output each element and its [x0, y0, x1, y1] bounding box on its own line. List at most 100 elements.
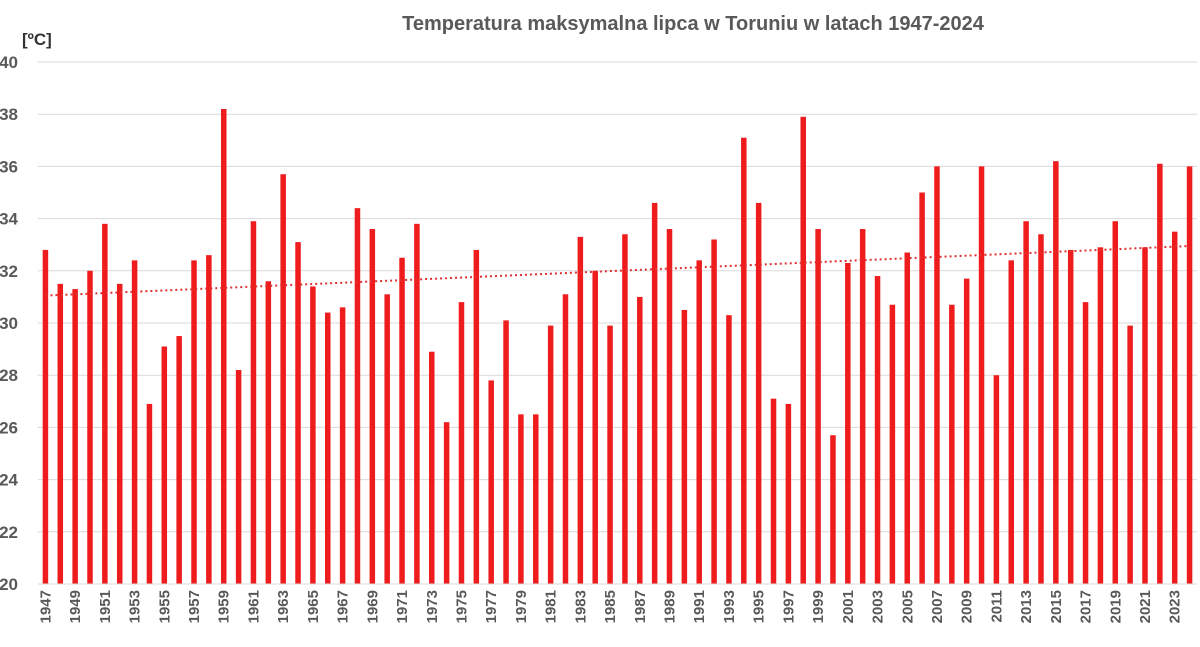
bar-2013 — [1023, 221, 1029, 584]
bar-1963 — [280, 174, 286, 585]
bar-1991 — [696, 260, 702, 584]
bars — [42, 108, 1193, 585]
bar-1994 — [741, 137, 747, 584]
bar-2020 — [1127, 325, 1133, 584]
bar-1983 — [577, 236, 584, 584]
x-tick-label: 1947 — [37, 590, 54, 623]
bar-1966 — [325, 312, 331, 584]
x-tick-label: 1963 — [275, 590, 292, 623]
bar-1992 — [711, 239, 717, 585]
bar-1978 — [503, 320, 509, 584]
bar-1993 — [726, 315, 732, 584]
bar-2011 — [993, 375, 1000, 584]
bar-1974 — [443, 422, 450, 584]
bar-1995 — [755, 202, 762, 584]
bar-1988 — [651, 202, 658, 584]
x-tick-label: 2021 — [1137, 590, 1154, 623]
bar-1958 — [206, 255, 212, 584]
x-tick-label: 1961 — [245, 590, 262, 623]
bar-1998 — [800, 116, 806, 584]
x-tick-label: 1999 — [810, 590, 827, 623]
x-tick-label: 1973 — [424, 590, 441, 623]
x-tick-label: 1977 — [483, 590, 500, 623]
bar-1965 — [310, 286, 316, 584]
x-tick-label: 1985 — [602, 590, 619, 623]
bar-2008 — [949, 304, 955, 584]
x-tick-label: 1969 — [364, 590, 381, 623]
bar-1979 — [518, 414, 524, 584]
bar-2015 — [1053, 161, 1059, 584]
x-tick-label: 2011 — [988, 590, 1005, 623]
bar-1986 — [622, 234, 628, 584]
bar-1953 — [131, 260, 138, 584]
x-tick-label: 1975 — [453, 590, 470, 623]
bar-1949 — [72, 289, 78, 584]
y-tick-label: 40 — [0, 53, 18, 72]
y-tick-label: 34 — [0, 210, 19, 229]
bar-1954 — [146, 403, 153, 584]
bar-1972 — [414, 223, 420, 584]
gridlines — [38, 61, 1197, 585]
bar-1981 — [547, 325, 554, 584]
bar-1997 — [785, 403, 792, 584]
x-tick-label: 2013 — [1018, 590, 1035, 623]
x-tick-label: 2023 — [1167, 590, 1184, 623]
trend-line — [45, 245, 1190, 297]
y-tick-label: 20 — [0, 575, 18, 594]
y-tick-label: 28 — [0, 366, 18, 385]
bar-1971 — [399, 257, 405, 584]
x-tick-label: 2005 — [899, 590, 916, 623]
x-tick-label: 1983 — [572, 590, 589, 623]
bar-2010 — [978, 166, 985, 584]
bar-1960 — [235, 369, 242, 584]
bar-1948 — [57, 283, 64, 584]
bar-1956 — [176, 336, 182, 584]
x-tick-label: 1995 — [751, 590, 768, 623]
bar-2003 — [874, 276, 881, 584]
bar-1996 — [770, 398, 777, 584]
y-tick-label: 36 — [0, 157, 18, 176]
bar-2019 — [1112, 221, 1119, 584]
bar-2006 — [919, 192, 925, 584]
x-axis-tick-labels: 1947 1949 1951 1953 1955 1957 1959 1961 1963 1965… — [37, 590, 1183, 623]
chart-title: Temperatura maksymalna lipca w Toruniu w… — [402, 13, 985, 35]
bar-2009 — [963, 278, 970, 584]
bar-1987 — [637, 296, 643, 584]
x-tick-label: 2003 — [870, 590, 887, 623]
x-tick-label: 1997 — [780, 590, 797, 623]
x-tick-label: 1965 — [305, 590, 322, 623]
bar-2012 — [1008, 260, 1015, 584]
bar-2014 — [1038, 234, 1044, 584]
bar-1990 — [681, 309, 688, 584]
x-tick-label: 1991 — [691, 590, 708, 623]
y-tick-label: 38 — [0, 105, 18, 124]
bar-1969 — [369, 229, 376, 585]
x-tick-label: 1959 — [216, 590, 233, 623]
y-tick-label: 30 — [0, 314, 18, 333]
y-axis-unit-label: [ºC] — [22, 30, 52, 49]
bar-2022 — [1157, 163, 1163, 585]
bar-1982 — [562, 294, 569, 584]
x-tick-label: 1957 — [186, 590, 203, 623]
bar-1955 — [161, 346, 168, 584]
bar-1973 — [429, 351, 435, 584]
bar-1989 — [666, 229, 673, 585]
x-tick-label: 1971 — [394, 590, 411, 623]
y-tick-label: 24 — [0, 471, 19, 490]
x-tick-label: 2001 — [840, 590, 857, 623]
bar-1967 — [339, 307, 346, 584]
bar-1951 — [102, 223, 108, 584]
x-tick-label: 1967 — [335, 590, 352, 623]
bar-1961 — [250, 221, 257, 584]
bar-1977 — [488, 380, 494, 584]
bar-1985 — [607, 325, 613, 584]
bar-1984 — [592, 270, 598, 584]
bar-2016 — [1067, 249, 1074, 585]
bar-1950 — [87, 270, 93, 584]
bar-1952 — [116, 283, 123, 584]
bar-1999 — [815, 229, 821, 585]
bar-1964 — [295, 242, 301, 584]
bar-2017 — [1082, 302, 1089, 584]
y-tick-label: 22 — [0, 523, 18, 542]
